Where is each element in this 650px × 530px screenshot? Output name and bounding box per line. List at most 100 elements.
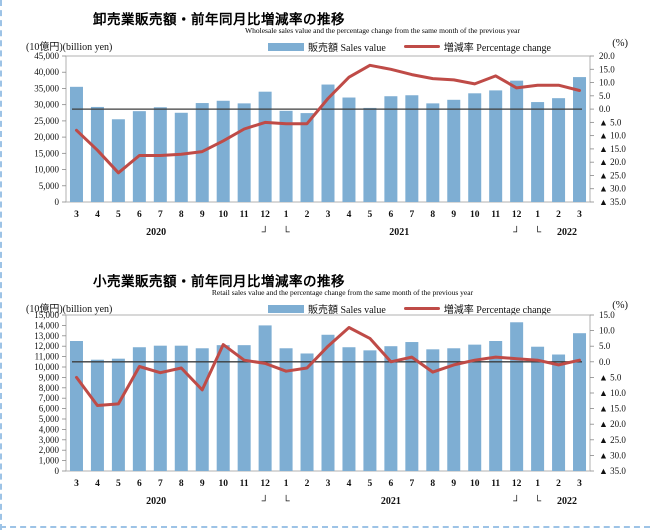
svg-text:3: 3 xyxy=(326,210,331,220)
svg-text:0.0: 0.0 xyxy=(599,357,611,367)
svg-text:15.0: 15.0 xyxy=(599,64,615,74)
svg-text:└: └ xyxy=(534,225,542,238)
retail-chart-title: 小売業販売額・前年同月比増減率の推移 xyxy=(93,274,345,290)
svg-text:5,000: 5,000 xyxy=(39,414,60,424)
svg-text:4: 4 xyxy=(347,479,352,489)
svg-text:45,000: 45,000 xyxy=(34,51,59,61)
svg-text:▲ 35.0: ▲ 35.0 xyxy=(599,466,626,476)
svg-text:9: 9 xyxy=(200,210,205,220)
svg-text:10,000: 10,000 xyxy=(34,362,59,372)
svg-text:3: 3 xyxy=(74,479,79,489)
svg-text:2020: 2020 xyxy=(146,496,166,507)
svg-text:5: 5 xyxy=(116,210,121,220)
svg-text:2020: 2020 xyxy=(146,227,166,238)
svg-text:5: 5 xyxy=(368,479,373,489)
sales-legend-label: 販売額 Sales value xyxy=(308,305,386,316)
svg-text:4: 4 xyxy=(95,479,100,489)
svg-text:12: 12 xyxy=(512,479,522,489)
svg-text:6: 6 xyxy=(137,479,142,489)
svg-text:10.0: 10.0 xyxy=(599,326,615,336)
svg-text:0: 0 xyxy=(55,466,60,476)
svg-text:15,000: 15,000 xyxy=(34,148,59,158)
wholesale-left-axis-unit: (10億円)(billion yen) xyxy=(26,42,113,53)
svg-text:9: 9 xyxy=(451,210,456,220)
svg-text:12: 12 xyxy=(260,479,270,489)
sales-legend-item: 販売額 Sales value xyxy=(268,39,386,54)
pct-legend-item: 増減率 Percentage change xyxy=(403,301,551,316)
svg-text:┘: ┘ xyxy=(261,225,269,238)
svg-text:2: 2 xyxy=(556,479,561,489)
svg-text:2021: 2021 xyxy=(381,496,401,507)
svg-text:2022: 2022 xyxy=(557,496,577,507)
svg-text:35,000: 35,000 xyxy=(34,83,59,93)
svg-text:2,000: 2,000 xyxy=(39,445,60,455)
svg-text:0.0: 0.0 xyxy=(599,104,611,114)
svg-text:10: 10 xyxy=(470,210,480,220)
svg-text:12: 12 xyxy=(260,210,270,220)
svg-text:12: 12 xyxy=(512,210,522,220)
svg-text:▲ 10.0: ▲ 10.0 xyxy=(599,388,626,398)
svg-text:2022: 2022 xyxy=(557,227,577,238)
svg-text:7,000: 7,000 xyxy=(39,393,60,403)
svg-text:11: 11 xyxy=(240,210,249,220)
svg-text:7: 7 xyxy=(158,210,163,220)
svg-text:15.0: 15.0 xyxy=(599,310,615,320)
svg-text:▲ 15.0: ▲ 15.0 xyxy=(599,404,626,414)
sales-legend-label: 販売額 Sales value xyxy=(308,43,386,54)
svg-text:▲ 10.0: ▲ 10.0 xyxy=(599,131,626,141)
svg-text:▲ 5.0: ▲ 5.0 xyxy=(599,117,622,127)
svg-text:8: 8 xyxy=(179,210,184,220)
svg-text:7: 7 xyxy=(158,479,163,489)
page-bottom-border xyxy=(0,526,650,528)
svg-text:10: 10 xyxy=(218,210,228,220)
svg-text:11: 11 xyxy=(240,479,249,489)
svg-text:15,000: 15,000 xyxy=(34,310,59,320)
svg-text:2: 2 xyxy=(305,210,310,220)
svg-text:5.0: 5.0 xyxy=(599,91,611,101)
svg-text:2021: 2021 xyxy=(389,227,409,238)
svg-text:8: 8 xyxy=(430,210,435,220)
wholesale-legend: 販売額 Sales value 増減率 Percentage change xyxy=(268,39,551,54)
svg-text:2: 2 xyxy=(556,210,561,220)
svg-text:4: 4 xyxy=(95,210,100,220)
svg-text:10: 10 xyxy=(218,479,228,489)
svg-text:10.0: 10.0 xyxy=(599,78,615,88)
svg-text:6: 6 xyxy=(389,210,394,220)
svg-text:1,000: 1,000 xyxy=(39,456,60,466)
wholesale-chart-title: 卸売業販売額・前年同月比増減率の推移 xyxy=(93,12,345,28)
svg-text:13,000: 13,000 xyxy=(34,331,59,341)
svg-text:▲ 35.0: ▲ 35.0 xyxy=(599,197,626,207)
svg-text:5.0: 5.0 xyxy=(599,341,611,351)
sales-bar-swatch-icon xyxy=(268,304,304,313)
svg-text:1: 1 xyxy=(284,479,289,489)
svg-text:20.0: 20.0 xyxy=(599,51,615,61)
svg-text:5,000: 5,000 xyxy=(39,181,60,191)
svg-text:25,000: 25,000 xyxy=(34,116,59,126)
svg-text:1: 1 xyxy=(535,479,540,489)
retail-chart-subtitle: Retail sales value and the percentage ch… xyxy=(211,288,474,297)
svg-text:5: 5 xyxy=(116,479,121,489)
wholesale-chart-subtitle: Wholesale sales value and the percentage… xyxy=(245,26,520,35)
svg-text:7: 7 xyxy=(409,479,414,489)
retail-chart-canvas: 01,0002,0003,0004,0005,0006,0007,0008,00… xyxy=(34,310,626,507)
svg-text:▲ 25.0: ▲ 25.0 xyxy=(599,170,626,180)
svg-text:30,000: 30,000 xyxy=(34,100,59,110)
svg-text:└: └ xyxy=(534,494,542,507)
svg-text:▲ 5.0: ▲ 5.0 xyxy=(599,372,622,382)
pct-legend-item: 増減率 Percentage change xyxy=(403,39,551,54)
svg-text:9: 9 xyxy=(200,479,205,489)
svg-text:▲ 30.0: ▲ 30.0 xyxy=(599,184,626,194)
svg-text:7: 7 xyxy=(409,210,414,220)
svg-text:8,000: 8,000 xyxy=(39,383,60,393)
svg-text:14,000: 14,000 xyxy=(34,320,59,330)
svg-text:└: └ xyxy=(283,494,291,507)
svg-text:4: 4 xyxy=(347,210,352,220)
sales-legend-item: 販売額 Sales value xyxy=(268,301,386,316)
svg-text:▲ 15.0: ▲ 15.0 xyxy=(599,144,626,154)
svg-text:12,000: 12,000 xyxy=(34,341,59,351)
svg-text:40,000: 40,000 xyxy=(34,67,59,77)
svg-text:11: 11 xyxy=(491,479,500,489)
pct-legend-label: 増減率 Percentage change xyxy=(443,43,551,54)
svg-text:6: 6 xyxy=(137,210,142,220)
